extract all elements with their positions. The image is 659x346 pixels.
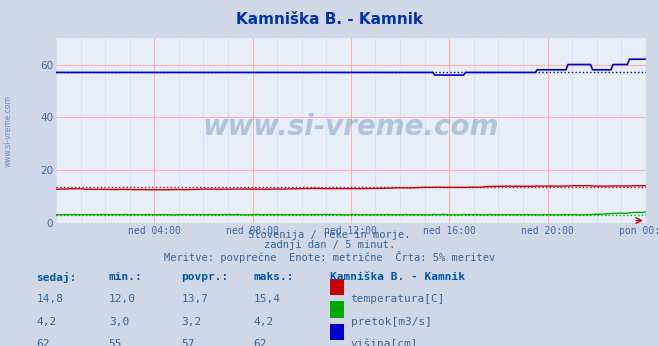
Text: pretok[m3/s]: pretok[m3/s] (351, 317, 432, 327)
Text: www.si-vreme.com: www.si-vreme.com (203, 113, 499, 141)
Text: 3,0: 3,0 (109, 317, 129, 327)
Text: višina[cm]: višina[cm] (351, 339, 418, 346)
Text: 57: 57 (181, 339, 194, 346)
Text: 62: 62 (36, 339, 49, 346)
Text: Kamniška B. - Kamnik: Kamniška B. - Kamnik (330, 272, 465, 282)
Text: Kamniška B. - Kamnik: Kamniška B. - Kamnik (236, 12, 423, 27)
Text: povpr.:: povpr.: (181, 272, 229, 282)
Text: sedaj:: sedaj: (36, 272, 76, 283)
Text: min.:: min.: (109, 272, 142, 282)
Text: temperatura[C]: temperatura[C] (351, 294, 445, 304)
Text: 14,8: 14,8 (36, 294, 63, 304)
Text: 4,2: 4,2 (36, 317, 57, 327)
Text: Meritve: povprečne  Enote: metrične  Črta: 5% meritev: Meritve: povprečne Enote: metrične Črta:… (164, 251, 495, 263)
Text: zadnji dan / 5 minut.: zadnji dan / 5 minut. (264, 240, 395, 251)
Text: 62: 62 (254, 339, 267, 346)
Text: 3,2: 3,2 (181, 317, 202, 327)
Text: 4,2: 4,2 (254, 317, 274, 327)
Text: 13,7: 13,7 (181, 294, 208, 304)
Text: Slovenija / reke in morje.: Slovenija / reke in morje. (248, 230, 411, 240)
Text: 12,0: 12,0 (109, 294, 136, 304)
Text: www.si-vreme.com: www.si-vreme.com (3, 95, 13, 167)
Text: maks.:: maks.: (254, 272, 294, 282)
Text: 15,4: 15,4 (254, 294, 281, 304)
Text: 55: 55 (109, 339, 122, 346)
